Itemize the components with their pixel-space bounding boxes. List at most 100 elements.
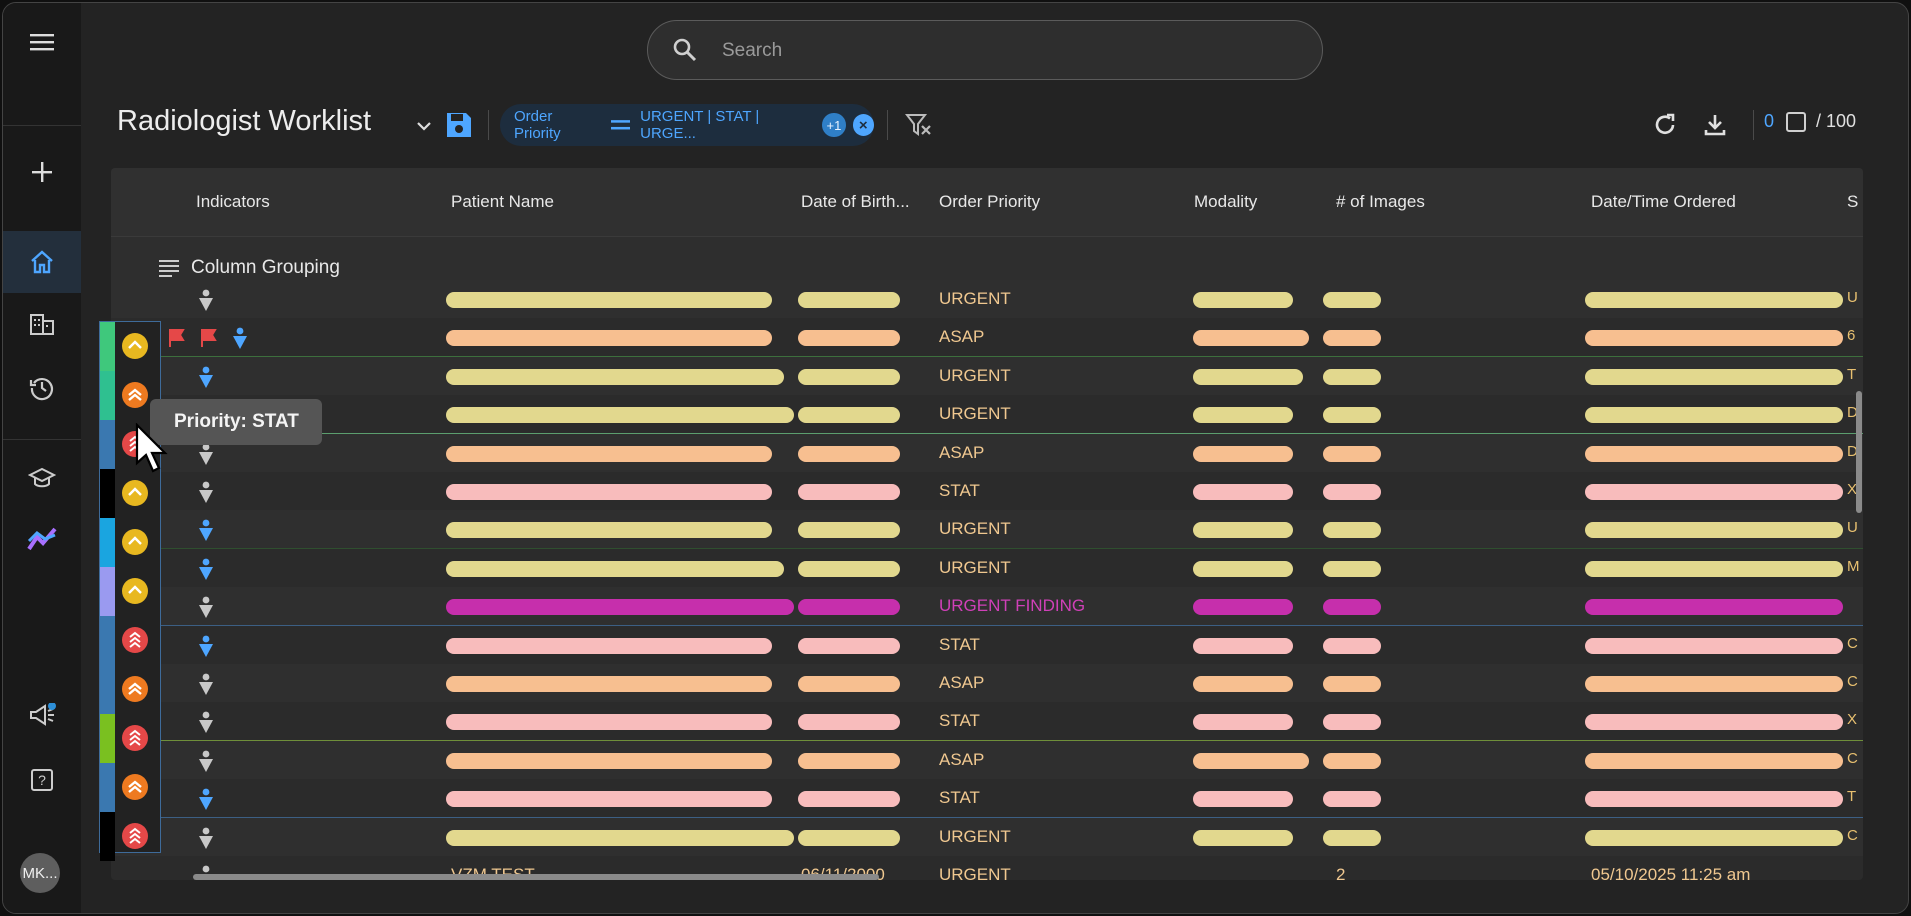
filter-chip-order-priority[interactable]: Order Priority URGENT | STAT | URGE... +… <box>500 104 874 146</box>
vertical-scrollbar[interactable] <box>1856 391 1862 513</box>
urgent-priority-icon[interactable] <box>122 578 148 604</box>
unassigned-reader-icon[interactable] <box>196 826 216 850</box>
col-dob[interactable]: Date of Birth... <box>801 192 910 211</box>
home-icon[interactable] <box>21 241 63 283</box>
user-avatar[interactable]: MK... <box>20 853 60 893</box>
menu-icon[interactable] <box>21 21 63 63</box>
analytics-logo-icon[interactable] <box>21 519 63 561</box>
date-ordered-redacted <box>1585 368 1843 385</box>
table-row[interactable]: STAT X <box>111 702 1863 742</box>
filter-more-badge[interactable]: +1 <box>822 113 846 137</box>
table-row[interactable]: ASAP C <box>111 740 1863 780</box>
order-priority-cell: URGENT <box>939 519 1011 539</box>
education-icon[interactable] <box>21 457 63 499</box>
table-row[interactable]: VZM TEST 06/11/2000 2 05/10/2025 11:25 am UR… <box>111 856 1863 880</box>
priority-indicator-cell[interactable] <box>100 567 160 616</box>
unassigned-reader-icon[interactable] <box>196 288 216 312</box>
assigned-reader-icon[interactable] <box>196 365 216 389</box>
col-date-ordered[interactable]: Date/Time Ordered <box>1591 192 1736 211</box>
date-ordered-redacted <box>1585 560 1843 577</box>
stat-priority-icon[interactable] <box>122 823 148 849</box>
refresh-button[interactable] <box>1647 107 1683 143</box>
priority-indicator-cell[interactable] <box>100 812 160 861</box>
search-bar[interactable] <box>647 20 1323 81</box>
unassigned-reader-icon[interactable] <box>196 710 216 734</box>
asap-priority-icon[interactable] <box>122 382 148 408</box>
save-worklist-button[interactable] <box>441 107 477 143</box>
urgent-priority-icon[interactable] <box>122 529 148 555</box>
images-redacted <box>1323 599 1381 616</box>
status-color-bar <box>100 518 115 567</box>
worklist-building-icon[interactable] <box>21 303 63 345</box>
stat-priority-icon[interactable] <box>122 725 148 751</box>
horizontal-scrollbar[interactable] <box>193 874 879 880</box>
assigned-reader-icon[interactable] <box>196 787 216 811</box>
images-redacted <box>1323 292 1381 308</box>
order-priority-cell: ASAP <box>939 749 985 769</box>
table-row[interactable]: URGENT FINDING <box>111 587 1863 627</box>
search-input[interactable] <box>720 21 1284 81</box>
col-modality[interactable]: Modality <box>1194 192 1258 211</box>
table-row[interactable]: URGENT T <box>111 356 1863 396</box>
unassigned-reader-icon[interactable] <box>196 442 216 466</box>
unassigned-reader-icon[interactable] <box>196 672 216 696</box>
priority-indicator-strip[interactable] <box>99 321 161 861</box>
add-icon[interactable] <box>21 151 63 193</box>
worklist-dropdown-button[interactable] <box>409 111 439 141</box>
unassigned-reader-icon[interactable] <box>196 595 216 619</box>
date-ordered-redacted <box>1585 637 1843 654</box>
images-redacted <box>1323 637 1381 654</box>
asap-priority-icon[interactable] <box>122 774 148 800</box>
priority-indicator-cell[interactable] <box>100 763 160 812</box>
table-row[interactable]: URGENT C <box>111 817 1863 857</box>
urgent-priority-icon[interactable] <box>122 333 148 359</box>
clear-all-filters-button[interactable] <box>901 107 937 143</box>
select-all-checkbox[interactable] <box>1786 111 1807 132</box>
table-row[interactable]: ASAP 6 <box>111 318 1863 358</box>
truncated-column-cell: C <box>1847 749 1858 767</box>
assigned-reader-icon[interactable] <box>196 634 216 658</box>
main-area: Radiologist Worklist Order Priority URGE… <box>81 3 1908 913</box>
unassigned-reader-icon[interactable] <box>196 749 216 773</box>
priority-indicator-cell[interactable] <box>100 665 160 714</box>
stat-priority-icon[interactable] <box>122 627 148 653</box>
col-images[interactable]: # of Images <box>1336 192 1425 211</box>
col-order-priority[interactable]: Order Priority <box>939 192 1041 211</box>
table-row[interactable]: STAT C <box>111 625 1863 665</box>
grouping-list-icon <box>159 260 179 277</box>
table-row[interactable]: STAT T <box>111 779 1863 819</box>
table-row[interactable]: URGENT D <box>111 395 1863 435</box>
col-next-cut[interactable]: S <box>1847 192 1859 211</box>
table-row[interactable]: URGENT U <box>111 510 1863 550</box>
clear-filter-icon[interactable]: × <box>852 114 874 136</box>
history-icon[interactable] <box>21 367 63 409</box>
status-color-bar <box>100 665 115 714</box>
date-ordered-redacted <box>1585 829 1843 846</box>
table-row[interactable]: STAT X <box>111 472 1863 511</box>
critical-flags-icon[interactable] <box>166 326 256 350</box>
table-row[interactable]: URGENT M <box>111 548 1863 588</box>
assigned-reader-icon[interactable] <box>196 557 216 581</box>
truncated-column-cell: T <box>1847 365 1857 383</box>
priority-indicator-cell[interactable] <box>100 714 160 763</box>
urgent-priority-icon[interactable] <box>122 480 148 506</box>
order-priority-cell: URGENT FINDING <box>939 596 1086 616</box>
asap-priority-icon[interactable] <box>122 676 148 702</box>
modality-redacted <box>1193 292 1293 308</box>
help-icon[interactable]: ? <box>21 759 63 801</box>
priority-indicator-cell[interactable] <box>100 371 160 420</box>
assigned-reader-icon[interactable] <box>196 518 216 542</box>
priority-indicator-cell[interactable] <box>100 616 160 665</box>
col-patient-name[interactable]: Patient Name <box>451 192 554 211</box>
table-row[interactable]: ASAP C <box>111 664 1863 703</box>
announcements-icon[interactable] <box>21 695 63 737</box>
priority-indicator-cell[interactable] <box>100 518 160 567</box>
download-button[interactable] <box>1697 107 1733 143</box>
table-row[interactable]: URGENT U <box>111 280 1863 319</box>
priority-indicator-cell[interactable] <box>100 322 160 371</box>
table-row[interactable]: ASAP D <box>111 433 1863 473</box>
col-indicators[interactable]: Indicators <box>196 192 270 211</box>
priority-indicator-cell[interactable] <box>100 469 160 518</box>
truncated-column-cell: T <box>1847 788 1857 806</box>
unassigned-reader-icon[interactable] <box>196 480 216 504</box>
